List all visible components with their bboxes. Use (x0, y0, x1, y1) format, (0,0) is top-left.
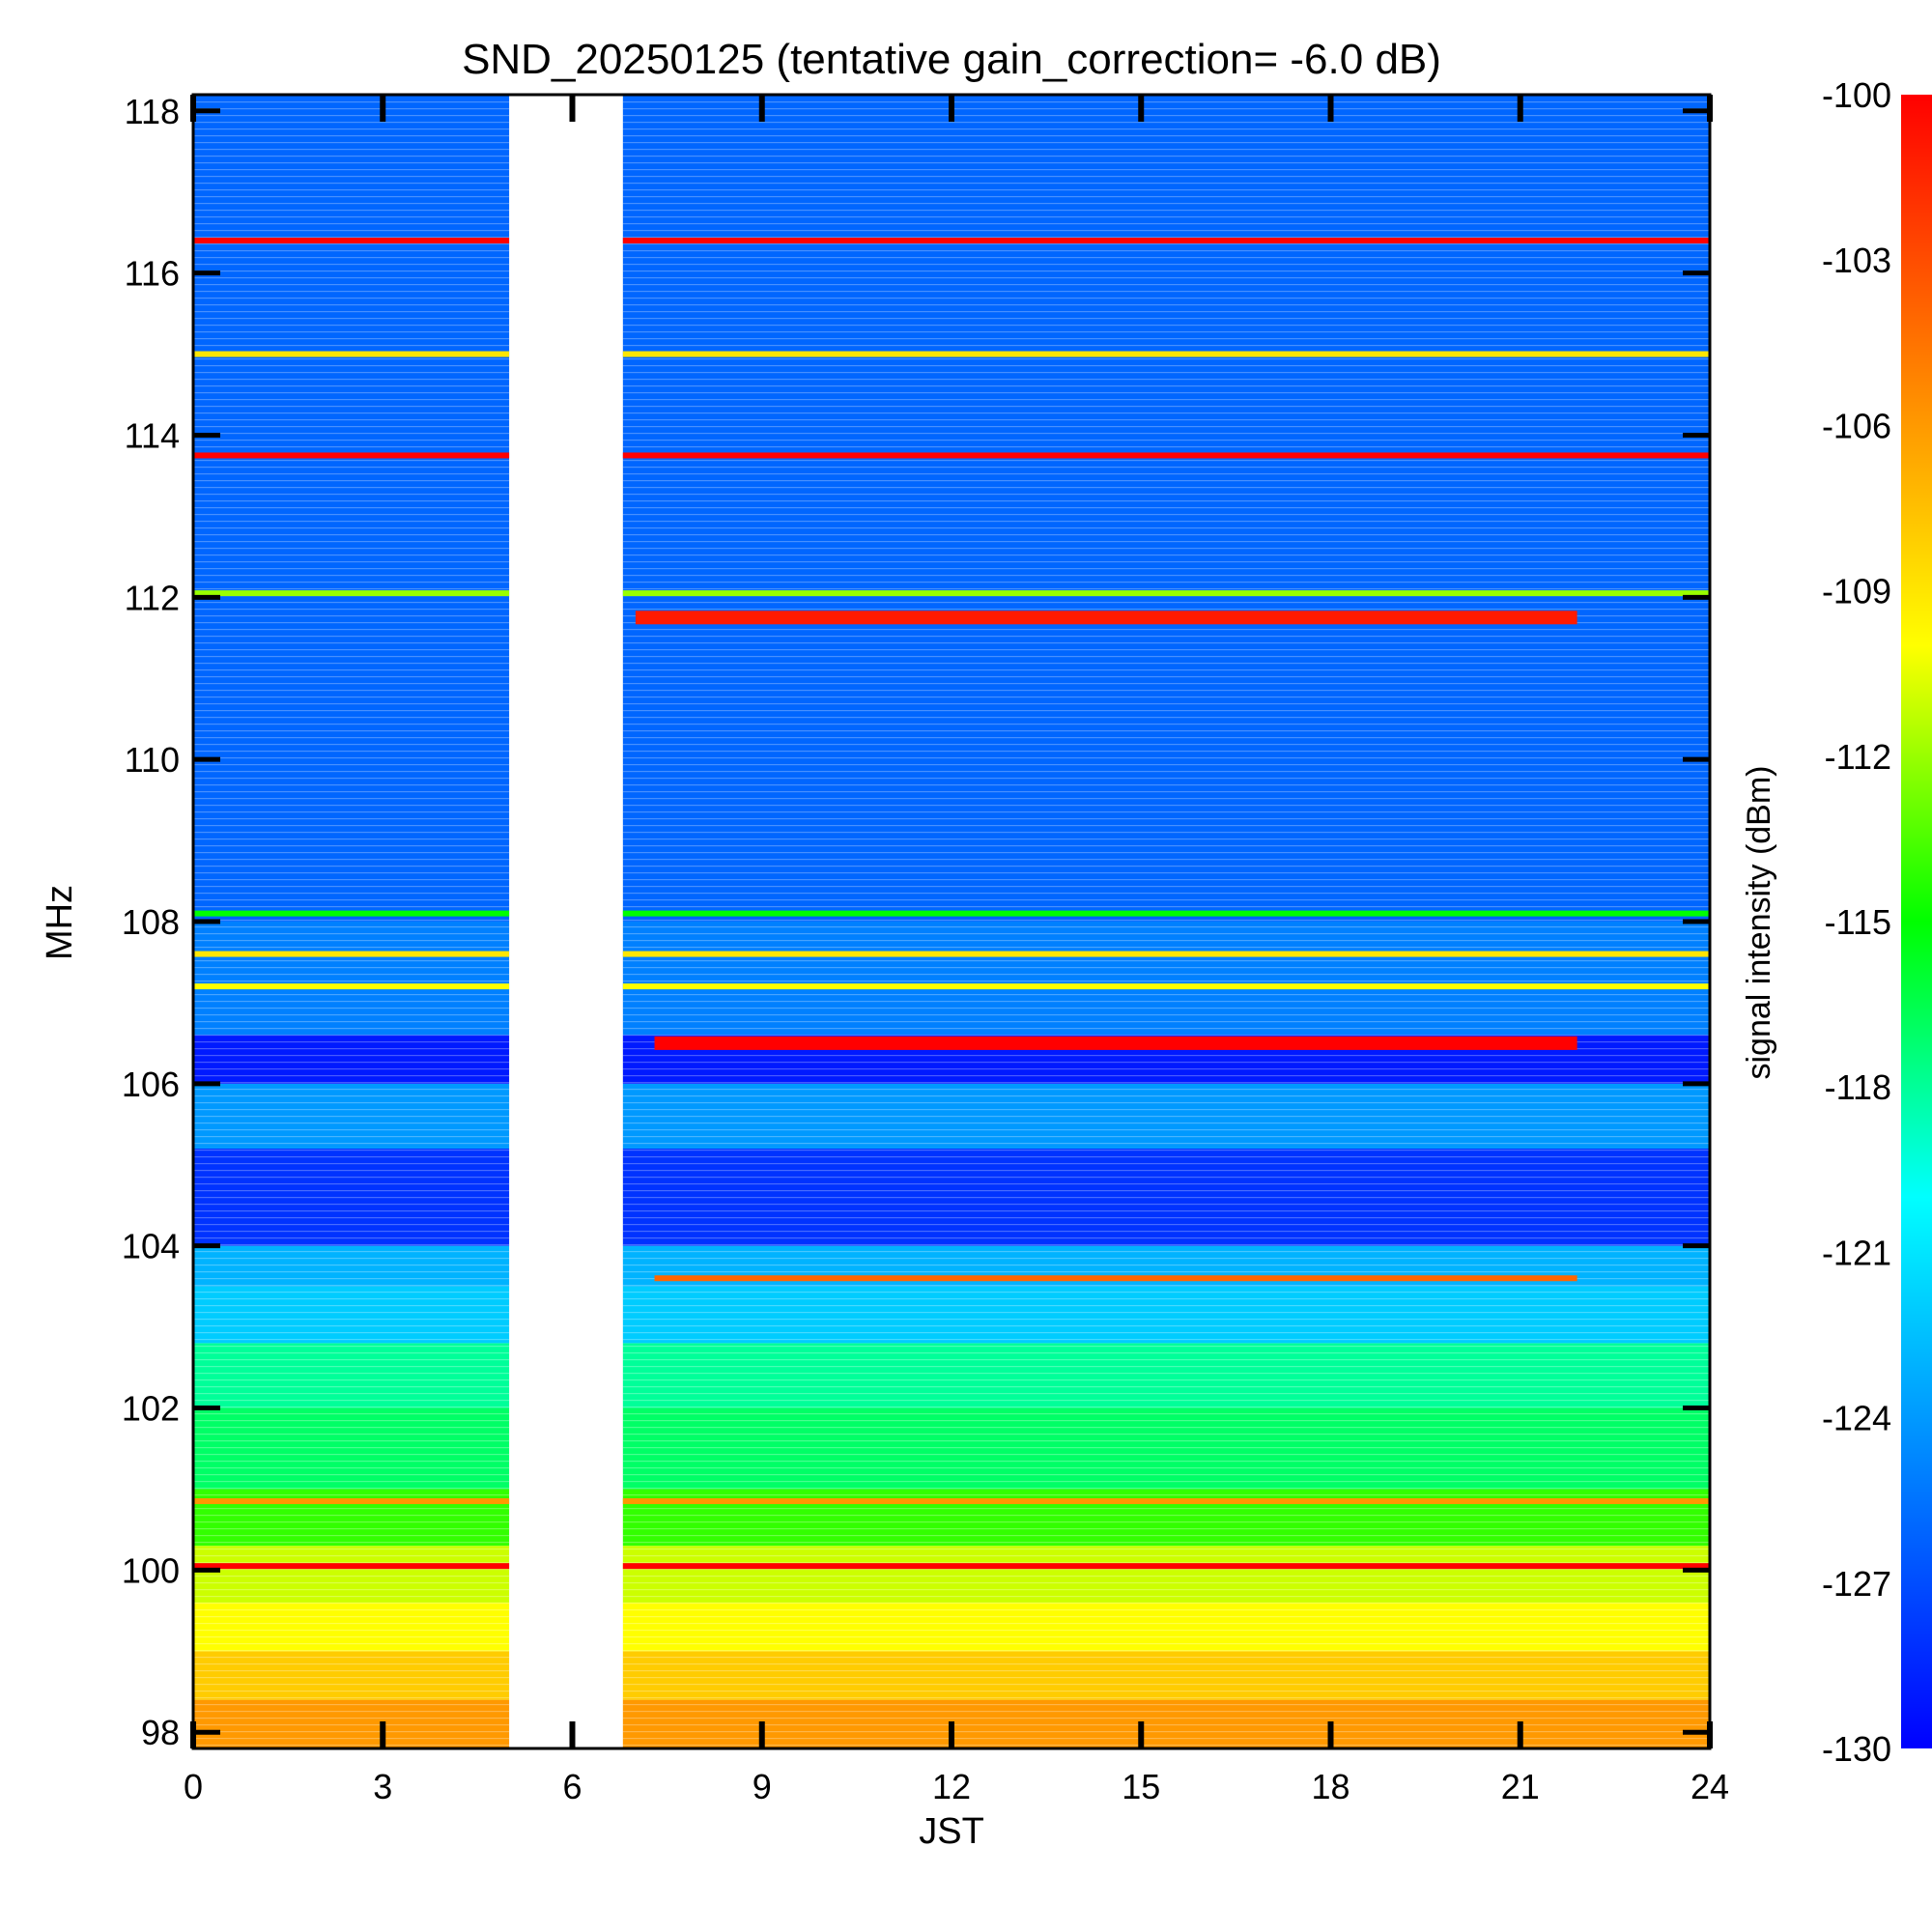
heatmap-band (622, 1602, 1710, 1652)
signal-line (654, 1036, 1577, 1050)
signal-line (193, 983, 510, 990)
heatmap-band (622, 1546, 1710, 1603)
heatmap-band (193, 1699, 510, 1748)
signal-line (193, 1563, 510, 1570)
y-tick-label: 112 (125, 578, 180, 617)
signal-line (622, 452, 1710, 459)
colorbar-gradient (1901, 95, 1932, 1748)
y-tick-label: 108 (122, 902, 180, 942)
heatmap-band (193, 1602, 510, 1652)
x-tick-label: 21 (1501, 1767, 1540, 1806)
heatmap-band (622, 1489, 1710, 1547)
colorbar-tick-label: -106 (1822, 406, 1891, 445)
y-tick-label: 100 (122, 1550, 180, 1590)
chart-title: SND_20250125 (tentative gain_correction=… (462, 36, 1441, 83)
signal-line (654, 1275, 1577, 1282)
heatmap-band (622, 1651, 1710, 1700)
y-tick-label: 116 (125, 254, 180, 294)
heatmap-band (193, 1035, 510, 1084)
heatmap-band (193, 922, 510, 1036)
heatmap-area (193, 95, 1710, 1748)
signal-line (193, 351, 510, 357)
heatmap-band (193, 1489, 510, 1547)
heatmap-band (193, 1343, 510, 1408)
heatmap-band (193, 1286, 510, 1344)
colorbar-tick-label: -130 (1822, 1729, 1891, 1769)
signal-line (622, 238, 1710, 244)
heatmap-band (193, 1083, 510, 1149)
x-tick-label: 3 (373, 1767, 392, 1806)
heatmap-band (622, 95, 1710, 922)
signal-line (193, 1498, 510, 1505)
signal-line (622, 983, 1710, 990)
signal-line (193, 238, 510, 244)
colorbar-tick-label: -109 (1822, 572, 1891, 611)
heatmap-band (193, 95, 510, 922)
heatmap-band (193, 1245, 510, 1287)
heatmap-band (622, 1343, 1710, 1408)
colorbar-tick-label: -103 (1822, 241, 1891, 280)
x-tick-label: 15 (1122, 1767, 1160, 1806)
colorbar-tick-label: -127 (1822, 1564, 1891, 1604)
y-tick-label: 110 (125, 740, 180, 780)
colorbar-label: signal intensity (dBm) (1741, 765, 1777, 1079)
heatmap-band (622, 1286, 1710, 1344)
signal-line (622, 1563, 1710, 1570)
signal-line (193, 910, 510, 917)
heatmap-band (193, 1407, 510, 1490)
x-tick-label: 0 (184, 1767, 203, 1806)
signal-line (622, 951, 1710, 957)
colorbar: -100 -103 -106 -109 -112 -115 -118 -121 -124 -127… (1822, 75, 1932, 1769)
y-tick-label: 98 (141, 1713, 180, 1752)
x-tick-label: 24 (1690, 1767, 1729, 1806)
x-tick-label: 6 (562, 1767, 582, 1806)
x-axis-label: JST (919, 1811, 984, 1852)
y-tick-label: 114 (125, 415, 180, 455)
colorbar-tick-label: -118 (1825, 1067, 1891, 1107)
signal-line (193, 452, 510, 459)
y-axis-label: MHz (40, 885, 80, 960)
y-tick-label: 106 (122, 1065, 180, 1104)
colorbar-tick-label: -115 (1825, 902, 1891, 942)
y-tick-label: 104 (122, 1227, 180, 1266)
x-tick-label: 12 (932, 1767, 971, 1806)
x-tick-label: 9 (753, 1767, 772, 1806)
heatmap-band (622, 1407, 1710, 1490)
heatmap-band (622, 1148, 1710, 1246)
heatmap-band (622, 1699, 1710, 1748)
heatmap-band (193, 1651, 510, 1700)
axes: 0 3 6 9 12 15 18 21 24 98 100 102 104 106 108 110 112 114… (122, 92, 1729, 1806)
signal-line (622, 590, 1710, 597)
signal-line (635, 611, 1577, 625)
signal-line (193, 590, 510, 597)
signal-line (622, 351, 1710, 357)
colorbar-tick-label: -112 (1825, 737, 1891, 777)
heatmap-band (622, 922, 1710, 1036)
colorbar-tick-label: -100 (1822, 75, 1891, 115)
y-tick-label: 118 (125, 92, 180, 131)
heatmap-band (622, 1083, 1710, 1149)
y-tick-label: 102 (122, 1389, 180, 1429)
signal-line (622, 910, 1710, 917)
colorbar-tick-label: -124 (1822, 1399, 1891, 1438)
heatmap-band (193, 1148, 510, 1246)
x-tick-label: 18 (1311, 1767, 1350, 1806)
heatmap-band (193, 1546, 510, 1603)
colorbar-tick-label: -121 (1822, 1233, 1891, 1272)
signal-line (193, 951, 510, 957)
signal-line (622, 1498, 1710, 1505)
